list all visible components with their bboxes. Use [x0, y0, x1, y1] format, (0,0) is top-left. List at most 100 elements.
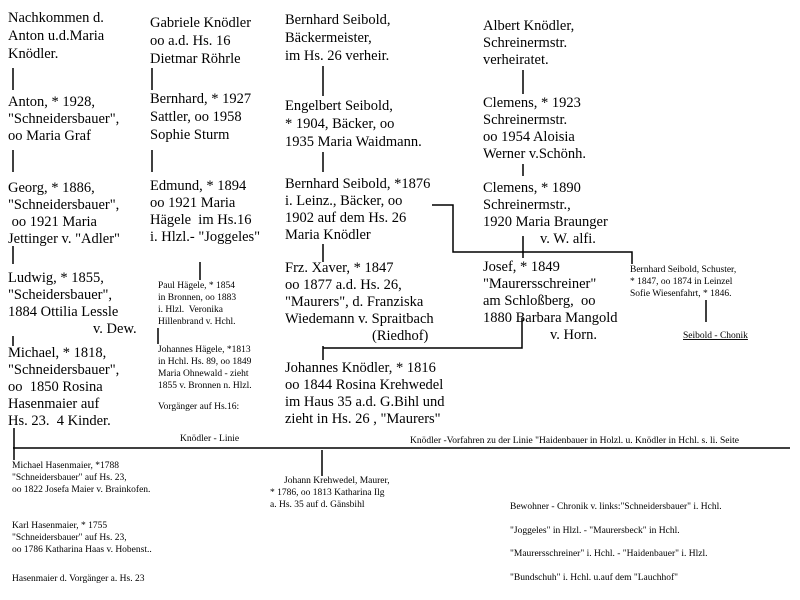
person-note: Hasenmaier d. Vorgänger a. Hs. 23 [12, 574, 145, 584]
note-line: Sofie Wiesenfahrt, * 1846. [630, 288, 732, 299]
person-note: Georg, * 1886,"Schneidersbauer", oo 1921… [8, 180, 120, 247]
note-line: Maria Knödler [285, 227, 371, 243]
note-line: Karl Hasenmaier, * 1755 [12, 521, 107, 531]
note-line: Maria Ohnewald - zieht [158, 369, 249, 379]
person-note: Michael, * 1818,"Schneidersbauer",oo 185… [8, 345, 119, 429]
note-line: Hasenmaier d. Vorgänger a. Hs. 23 [12, 574, 145, 584]
note-line: Frz. Xaver, * 1847 [285, 260, 394, 276]
note-line: oo 1822 Josefa Maier v. Brainkofen. [12, 484, 150, 495]
person-note: "Bundschuh" i. Hchl. u.auf dem "Lauchhof… [510, 572, 678, 583]
note-line: Johannes Hägele, *1813 [158, 345, 251, 355]
person-note: Knödler -Vorfahren zu der Linie "Haidenb… [410, 435, 739, 446]
note-line: Michael Hasenmaier, *1788 [12, 461, 119, 471]
note-line: "Joggeles" in Hlzl. - "Maurersbeck" in H… [510, 526, 680, 536]
note-line: Johannes Knödler, * 1816 [285, 360, 436, 376]
note-line: Hasenmaier auf [8, 396, 100, 412]
note-line: in Hchl. Hs. 89, oo 1849 [158, 357, 252, 367]
note-line: Schreinermstr., [483, 197, 571, 213]
note-line: "Maurers", d. Franziska [285, 294, 424, 310]
note-line: oo 1850 Rosina [8, 379, 103, 395]
note-line: Schreinermstr. [483, 112, 567, 128]
note-line: Engelbert Seibold, [285, 98, 393, 114]
person-note: Paul Hägele, * 1854 in Bronnen, oo 1883 i.… [158, 281, 236, 327]
note-line: Georg, * 1886, [8, 180, 95, 196]
note-line: Vorgänger auf Hs.16: [158, 401, 239, 412]
note-line: "Scheidersbauer", [8, 287, 112, 303]
note-line: Josef, * 1849 [483, 259, 560, 275]
note-line: Hägele im Hs.16 [150, 212, 251, 228]
note-line: 1920 Maria Braunger [483, 214, 608, 230]
note-line: Clemens, * 1923 [483, 95, 581, 111]
person-note: Vorgänger auf Hs.16: [158, 401, 239, 412]
note-line: oo Maria Graf [8, 128, 91, 144]
note-line: zieht in Hs. 26 , "Maurers" [285, 411, 441, 427]
note-line: Michael, * 1818, [8, 345, 106, 361]
note-line: Seibold - Chonik [683, 331, 748, 341]
note-line: * 1904, Bäcker, oo [285, 116, 394, 132]
note-line: 1855 v. Bronnen n. Hlzl. [158, 381, 252, 391]
person-note: Bernhard Seibold, Bäckermeister, im Hs. 26… [285, 12, 391, 64]
person-note: Nachkommen d. Anton u.d.Maria Knödler. [8, 10, 105, 62]
note-line: Clemens, * 1890 [483, 180, 581, 196]
note-line: oo 1877 a.d. Hs. 26, [285, 277, 402, 293]
note-line: Johann Krehwedel, Maurer, [284, 476, 390, 486]
note-line: verheiratet. [483, 52, 549, 68]
labels: Nachkommen d. Anton u.d.Maria Knödler. Anto… [8, 10, 748, 584]
note-line: Bäckermeister, [285, 30, 372, 46]
person-note: "Joggeles" in Hlzl. - "Maurersbeck" in H… [510, 526, 680, 536]
note-line: Sattler, oo 1958 [150, 109, 242, 125]
person-note: Johannes Hägele, *1813 in Hchl. Hs. 89, o… [158, 345, 252, 391]
note-line: Werner v.Schönh. [483, 146, 586, 162]
note-line: Dietmar Röhrle [150, 51, 241, 67]
note-line: Sophie Sturm [150, 127, 230, 143]
note-line: 1880 Barbara Mangold [483, 310, 618, 326]
connectors [12, 66, 790, 476]
note-line: Schreinermstr. [483, 35, 567, 51]
note-line: * 1786, oo 1813 Katharina Ilg [270, 488, 385, 498]
note-line: Nachkommen d. [8, 10, 104, 26]
person-note: Engelbert Seibold, * 1904, Bäcker, oo 1935… [285, 98, 422, 150]
note-line: Edmund, * 1894 [150, 178, 247, 194]
person-note: Bewohner - Chronik v. links:"Schneidersb… [510, 502, 722, 512]
note-line: v. Dew. [93, 321, 137, 337]
note-line: im Hs. 26 verheir. [285, 48, 389, 64]
note-line: Hillenbrand v. Hchl. [158, 317, 235, 327]
note-line: Bernhard Seibold, *1876 [285, 176, 430, 192]
person-note: Anton, * 1928,"Schneidersbauer",oo Maria… [8, 94, 119, 144]
note-line: "Schneidersbauer", [8, 362, 119, 378]
person-note: Gabriele Knödler oo a.d. Hs. 16 Dietmar Rö… [150, 15, 251, 67]
note-line: Bernhard Seibold, Schuster, [630, 265, 736, 275]
note-line: in Bronnen, oo 1883 [158, 293, 236, 303]
person-note: Bernhard Seibold, Schuster, * 1847, oo 18… [630, 265, 736, 299]
note-line: oo 1921 Maria [8, 214, 98, 230]
note-line: * 1847, oo 1874 in Leinzel [630, 277, 733, 287]
note-line: "Schneidersbauer" auf Hs. 23, [12, 472, 127, 483]
note-line: 1935 Maria Waidmann. [285, 134, 422, 150]
note-line: "Bundschuh" i. Hchl. u.auf dem "Lauchhof… [510, 572, 678, 583]
note-line: Hs. 23. 4 Kinder. [8, 413, 111, 429]
note-line: Paul Hägele, * 1854 [158, 281, 235, 291]
person-note: Seibold - Chonik [683, 331, 748, 341]
connector [323, 318, 523, 349]
note-line: 1884 Ottilia Lessle [8, 304, 118, 320]
note-line: "Schneidersbauer", [8, 197, 119, 213]
note-line: Knödler. [8, 46, 58, 62]
note-line: Jettinger v. "Adler" [8, 231, 120, 247]
note-line: 1902 auf dem Hs. 26 [285, 210, 406, 226]
person-note: Johann Krehwedel, Maurer, * 1786, oo 1813… [270, 476, 390, 510]
note-line: Albert Knödler, [483, 18, 574, 34]
note-line: i. Hlzl. Veronika [158, 305, 224, 315]
note-line: oo 1954 Aloisia [483, 129, 575, 145]
note-line: im Haus 35 a.d. G.Bihl und [285, 394, 445, 410]
note-line: Knödler - Linie [180, 434, 239, 444]
person-note: Knödler - Linie [180, 434, 239, 444]
note-line: Ludwig, * 1855, [8, 270, 104, 286]
person-note: Karl Hasenmaier, * 1755"Schneidersbauer"… [12, 521, 152, 555]
note-line: Knödler -Vorfahren zu der Linie "Haidenb… [410, 435, 739, 446]
note-line: "Schneidersbauer" auf Hs. 23, [12, 532, 127, 543]
